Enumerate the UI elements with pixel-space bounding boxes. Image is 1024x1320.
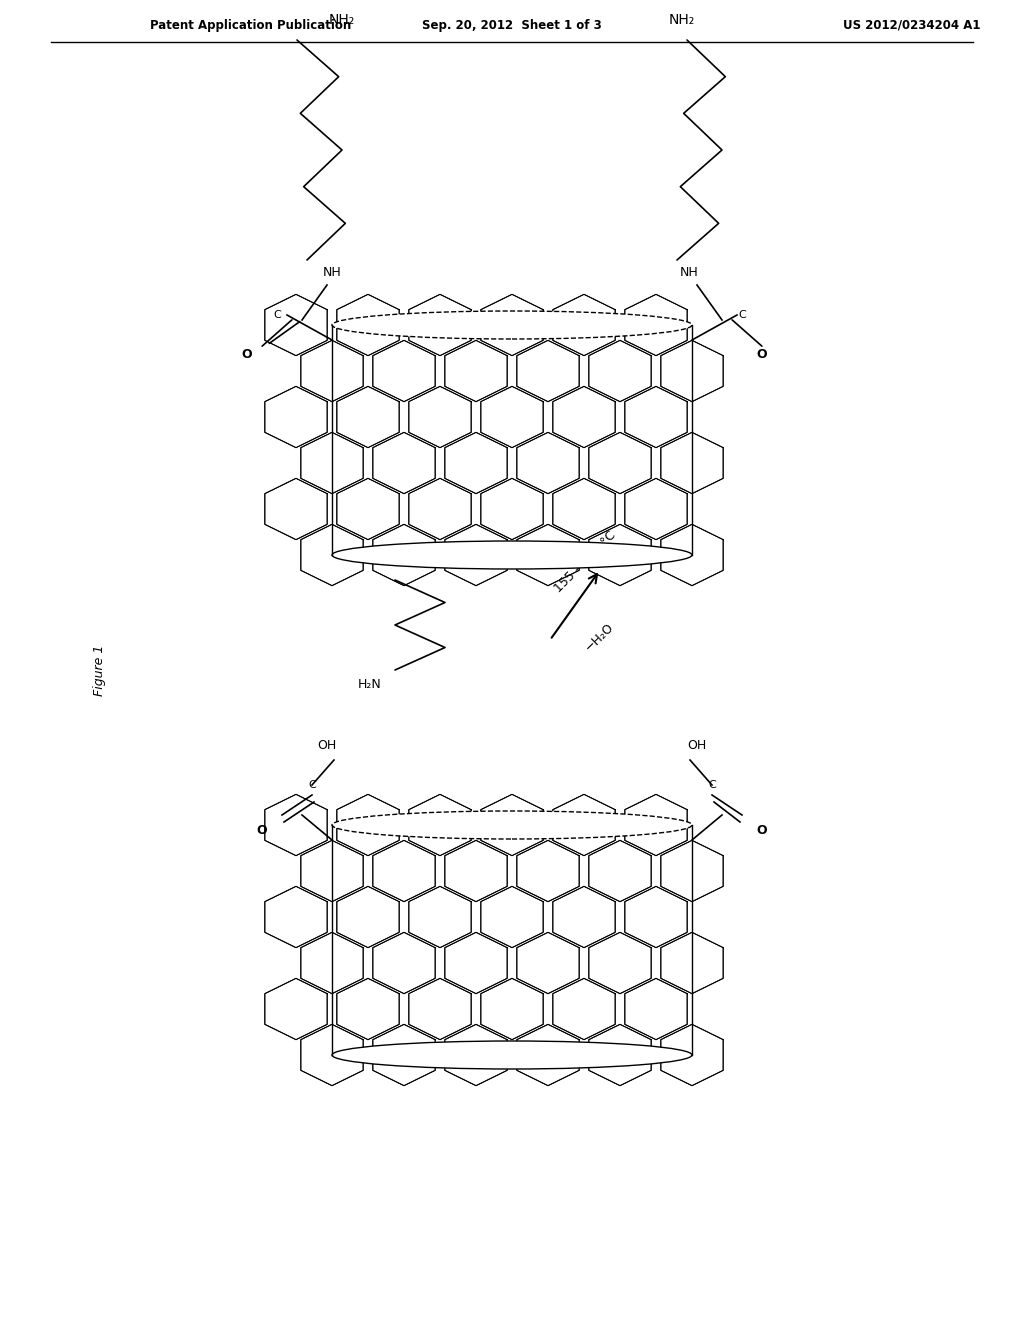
Text: US 2012/0234204 A1: US 2012/0234204 A1 xyxy=(843,18,980,32)
Ellipse shape xyxy=(332,312,692,339)
Text: NH: NH xyxy=(323,267,341,280)
Text: O: O xyxy=(257,824,267,837)
Polygon shape xyxy=(332,325,692,554)
Text: 155 – 160 °C: 155 – 160 °C xyxy=(552,528,618,595)
Text: NH: NH xyxy=(680,267,698,280)
Text: NH₂: NH₂ xyxy=(669,13,695,26)
Text: O: O xyxy=(757,348,767,362)
Ellipse shape xyxy=(332,810,692,840)
Text: O: O xyxy=(242,348,252,362)
Text: H₂N: H₂N xyxy=(358,678,382,692)
Polygon shape xyxy=(332,825,692,1055)
Text: C: C xyxy=(308,780,315,789)
Text: Figure 1: Figure 1 xyxy=(93,644,106,696)
Text: Sep. 20, 2012  Sheet 1 of 3: Sep. 20, 2012 Sheet 1 of 3 xyxy=(422,18,602,32)
Text: C: C xyxy=(738,310,745,319)
Text: C: C xyxy=(709,780,716,789)
Ellipse shape xyxy=(332,1041,692,1069)
Text: O: O xyxy=(757,824,767,837)
Text: NH₂: NH₂ xyxy=(458,553,482,566)
Text: OH: OH xyxy=(687,738,707,751)
Text: C: C xyxy=(273,310,281,319)
Text: Patent Application Publication: Patent Application Publication xyxy=(150,18,351,32)
Text: OH: OH xyxy=(317,738,337,751)
Ellipse shape xyxy=(332,541,692,569)
Text: NH₂: NH₂ xyxy=(329,13,355,26)
Text: −H₂O: −H₂O xyxy=(583,620,616,653)
